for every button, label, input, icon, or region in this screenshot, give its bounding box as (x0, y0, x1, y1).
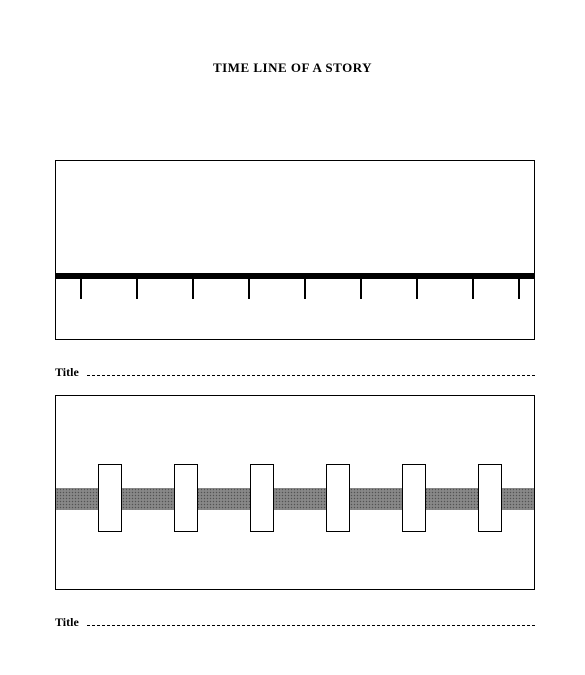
title-fill-line-1 (87, 366, 535, 376)
timeline-2-event-box (402, 464, 426, 532)
timeline-1-tick (136, 279, 138, 299)
timeline-1-tick (416, 279, 418, 299)
timeline-1-box (55, 160, 535, 340)
title-row-1: Title (55, 365, 535, 380)
title-label-2: Title (55, 615, 79, 630)
title-fill-line-2 (87, 616, 535, 626)
timeline-2-band (56, 488, 534, 510)
timeline-1-tick (472, 279, 474, 299)
timeline-1-tick (360, 279, 362, 299)
timeline-2-event-box (250, 464, 274, 532)
title-row-2: Title (55, 615, 535, 630)
timeline-1-tick (80, 279, 82, 299)
title-label-1: Title (55, 365, 79, 380)
timeline-1-tick (518, 279, 520, 299)
timeline-2-box (55, 395, 535, 590)
timeline-2-event-box (326, 464, 350, 532)
timeline-1-tick (248, 279, 250, 299)
timeline-2-event-box (174, 464, 198, 532)
timeline-1-line (56, 273, 534, 279)
timeline-1-tick (192, 279, 194, 299)
timeline-2-event-box (478, 464, 502, 532)
timeline-1-tick (304, 279, 306, 299)
page-title: TIME LINE OF A STORY (0, 60, 585, 76)
timeline-2-event-box (98, 464, 122, 532)
